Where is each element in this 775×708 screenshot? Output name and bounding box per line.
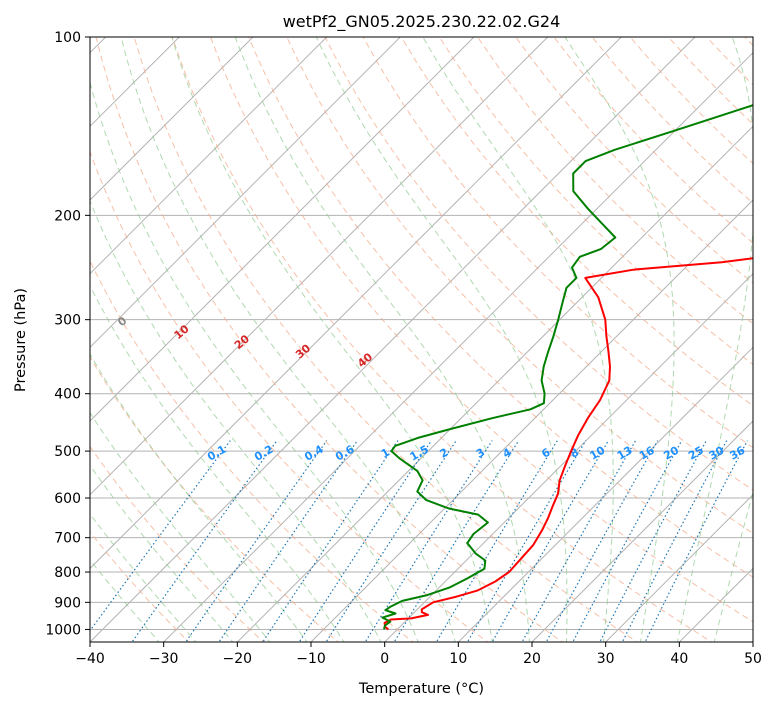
dry-adiabat-line (324, 37, 753, 491)
moist-adiabat-line (90, 559, 160, 642)
isotherm-line (90, 37, 181, 128)
dry-adiabat-line (400, 37, 753, 407)
isotherm-line (457, 346, 753, 642)
dry-adiabat-line (90, 356, 339, 642)
dry-adiabat-line (477, 37, 753, 325)
moist-adiabat-line (120, 37, 456, 642)
y-tick-label: 500 (54, 444, 81, 460)
moist-adiabat-line (90, 411, 271, 642)
isotherm-line (90, 37, 475, 422)
y-tick-label: 900 (54, 595, 81, 611)
mixing-ratio-line (466, 440, 587, 642)
mixing-ratio-line (545, 440, 659, 642)
dry-adiabat-line (210, 37, 753, 623)
mixing-ratio-line (364, 440, 493, 642)
x-tick-label: −20 (223, 651, 253, 667)
isotherm-line (90, 37, 402, 349)
mixing-ratio-line (325, 440, 457, 642)
temperature-profile-line (383, 257, 753, 631)
moist-adiabats (90, 37, 753, 642)
isotherm-line (90, 37, 254, 201)
dry-adiabat-line (90, 445, 265, 642)
x-axis: −40 −30 −20 −10 0 10 20 30 40 50 (75, 642, 762, 667)
isotherm-line (383, 272, 753, 642)
mixing-ratio-line (393, 440, 520, 642)
isotherm-lines (90, 37, 753, 642)
mixing-ratio-line (599, 440, 707, 642)
isotherm-line (90, 37, 623, 570)
dry-adiabat-line (286, 37, 753, 534)
moist-adiabat-line (90, 284, 345, 642)
x-tick-label: 20 (523, 651, 541, 667)
y-tick-label: 1000 (45, 622, 81, 638)
isotherm-line (90, 37, 696, 642)
moist-adiabat-line (564, 37, 675, 642)
mixing-ratio-line (298, 440, 432, 642)
mixing-ratio-line (185, 440, 328, 642)
moist-adiabat-line (90, 464, 234, 642)
x-tick-label: 50 (744, 651, 762, 667)
moist-adiabat-line (90, 80, 419, 642)
x-axis-label: Temperature (°C) (358, 681, 484, 697)
dry-adiabat-line (362, 37, 753, 449)
moist-adiabat-line (171, 37, 493, 642)
dry-adiabat-line (133, 37, 638, 642)
isotherm-line (162, 51, 753, 642)
pressure-grid-lines (90, 37, 753, 630)
isotherm-line (310, 199, 753, 642)
mixing-ratio-line (131, 440, 278, 642)
plot-frame (89, 36, 754, 643)
moist-adiabat-line (315, 37, 568, 642)
mixing-ratio-line (435, 440, 558, 642)
y-axis: 100 200 300 400 500 600 700 800 900 1000 (45, 30, 90, 638)
y-tick-label: 600 (54, 491, 81, 507)
moist-adiabat-line (90, 199, 382, 642)
y-tick-label: 100 (54, 30, 81, 46)
y-tick-label: 800 (54, 565, 81, 581)
dewpoint-profile-line (381, 104, 753, 630)
dry-adiabats (90, 37, 753, 642)
y-tick-label: 200 (54, 208, 81, 224)
y-axis-label: Pressure (hPa) (13, 288, 29, 392)
x-tick-label: 10 (449, 651, 467, 667)
dry-adiabat-line (438, 37, 753, 366)
moist-adiabat-line (713, 490, 753, 642)
x-tick-label: −10 (296, 651, 326, 667)
moist-adiabat-line (90, 353, 308, 642)
x-tick-label: 30 (597, 651, 615, 667)
y-tick-label: 400 (54, 387, 81, 403)
x-tick-label: 40 (670, 651, 688, 667)
mixing-ratio-line (491, 440, 609, 642)
mixing-ratio-line (572, 440, 683, 642)
isotherm-line (236, 125, 753, 642)
moist-adiabat-line (234, 37, 530, 642)
dry-adiabat-line (95, 37, 564, 642)
dry-adiabat-line (171, 37, 713, 642)
sounding-series (381, 104, 753, 631)
x-tick-label: −30 (149, 651, 179, 667)
chart-title: wetPf2_GN05.2025.230.22.02.G24 (283, 12, 561, 32)
isotherm-line (90, 37, 328, 275)
isotherm-line (531, 420, 753, 642)
x-tick-label: 0 (380, 651, 389, 667)
dry-adiabat-line (248, 37, 753, 578)
isotherm-line (604, 493, 753, 642)
isotherm-line (90, 37, 549, 496)
y-tick-label: 700 (54, 531, 81, 547)
dry-adiabat-line (90, 259, 414, 642)
x-tick-label: −40 (75, 651, 105, 667)
mixing-ratio-line (621, 440, 728, 642)
mixing-ratio-lines (90, 440, 748, 642)
moist-adiabat-line (676, 37, 753, 642)
mixing-ratio-line (262, 440, 399, 642)
mixing-ratio-line (521, 440, 637, 642)
y-tick-label: 300 (54, 313, 81, 329)
